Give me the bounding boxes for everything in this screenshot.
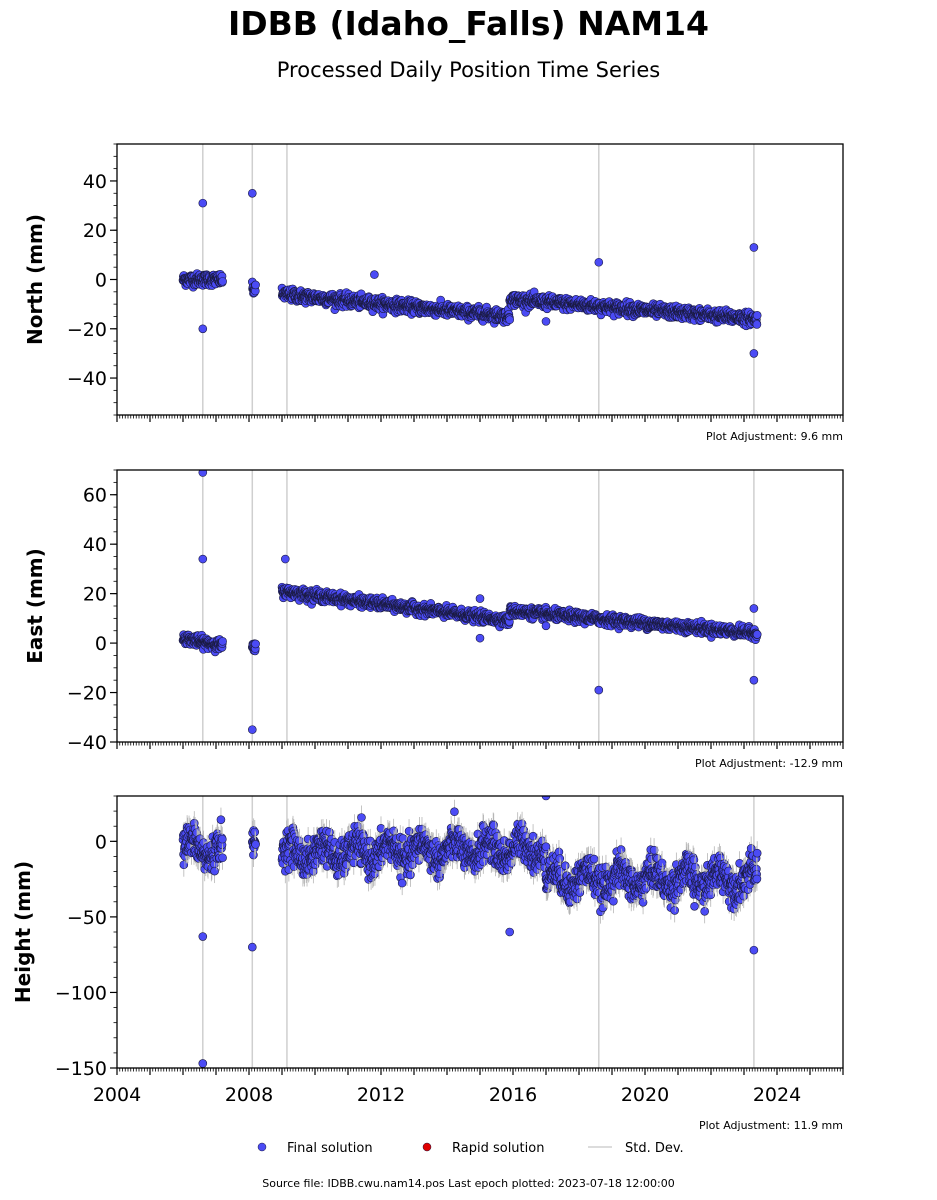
plot-area: [178, 470, 762, 742]
y-axis-label: North (mm): [23, 214, 47, 345]
data-point: [218, 277, 227, 286]
chart-subtitle: Processed Daily Position Time Series: [276, 58, 661, 82]
data-point: [218, 637, 227, 646]
series-segment: [277, 283, 515, 328]
outlier-point: [594, 257, 604, 267]
outlier-point: [198, 198, 208, 208]
y-tick-label: −20: [67, 319, 107, 341]
data-point: [752, 311, 762, 320]
outlier-point: [198, 324, 208, 334]
outlier-point: [370, 270, 379, 279]
y-tick-label: 20: [83, 220, 107, 242]
plot-adjustment: Plot Adjustment: 9.6 mm: [706, 430, 843, 443]
y-tick-label: 0: [95, 270, 107, 292]
outlier-point: [749, 349, 759, 358]
series-segment: [277, 582, 515, 632]
outlier-point: [541, 317, 551, 326]
series-segment: [178, 269, 227, 292]
outlier-point: [248, 188, 257, 198]
series-segment: [248, 277, 260, 298]
data-point: [251, 280, 260, 290]
panel-north: 40 20 0 −20 −40 North (mm) Plot Adjustment: 9.…: [23, 143, 844, 443]
series-segment: [505, 287, 762, 331]
data-point: [251, 639, 260, 649]
data-point: [505, 315, 515, 325]
data-point: [752, 320, 762, 329]
plot-area: [178, 144, 762, 415]
y-tick-label: −40: [67, 368, 107, 390]
chart-title: IDBB (Idaho_Falls) NAM14: [227, 4, 709, 43]
outlier-point: [749, 243, 759, 252]
y-tick-label: 40: [83, 171, 107, 193]
series-segment: [248, 639, 260, 656]
series-segment: [178, 630, 227, 657]
